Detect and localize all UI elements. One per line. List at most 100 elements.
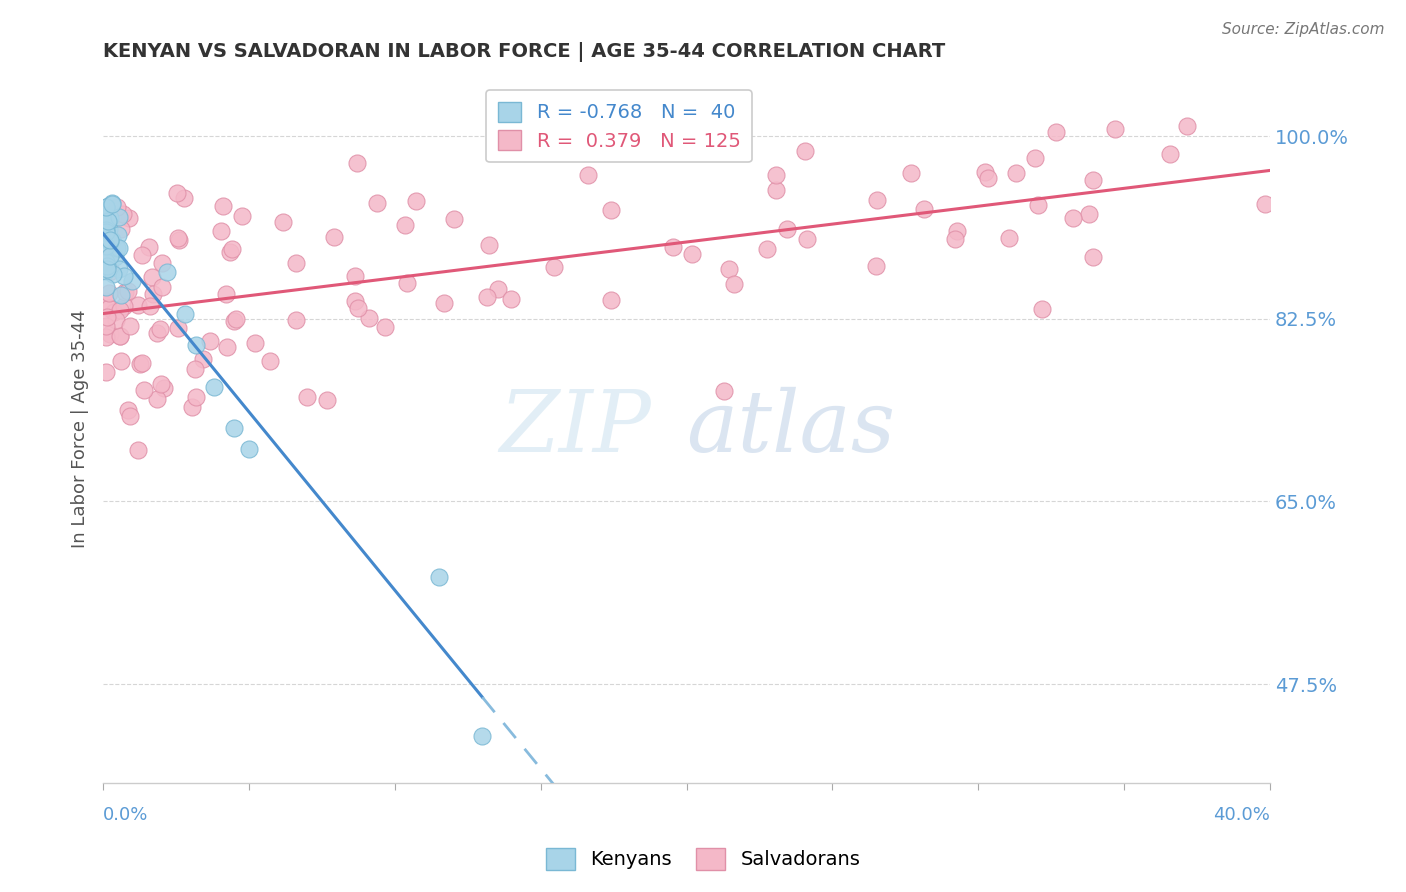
Point [221,242,243,256]
Text: ZIP: ZIP [499,387,651,470]
Point [433,296,456,310]
Point [238,442,260,457]
Point [94,319,117,334]
Point [98,234,121,248]
Legend: Kenyans, Salvadorans: Kenyans, Salvadorans [538,839,868,878]
Point [681,247,703,261]
Point [475,290,498,304]
Point [153,381,176,395]
Point [96,261,118,276]
Point [108,241,131,255]
Point [1045,124,1067,138]
Point [96,329,118,343]
Point [359,310,381,325]
Point [1077,207,1099,221]
Point [713,384,735,398]
Point [107,227,129,242]
Text: 0.0%: 0.0% [103,806,149,824]
Point [167,233,190,247]
Point [94,217,117,231]
Point [96,254,118,268]
Point [323,230,346,244]
Text: 40.0%: 40.0% [1213,806,1270,824]
Point [661,240,683,254]
Point [943,232,966,246]
Point [98,285,121,300]
Point [98,234,121,248]
Point [200,334,222,348]
Point [765,183,787,197]
Point [108,328,131,343]
Point [110,353,132,368]
Point [166,321,188,335]
Point [1104,121,1126,136]
Point [912,202,935,216]
Point [285,255,308,269]
Point [110,329,132,343]
Point [946,224,969,238]
Point [576,168,599,182]
Point [127,298,149,312]
Point [346,155,368,169]
Point [110,221,132,235]
Point [146,392,169,406]
Point [97,214,120,228]
Point [600,293,623,308]
Point [184,390,207,404]
Point [765,169,787,183]
Point [343,268,366,283]
Point [427,569,450,583]
Point [96,259,118,273]
Point [114,285,136,299]
Point [94,365,117,379]
Point [156,265,179,279]
Text: KENYAN VS SALVADORAN IN LABOR FORCE | AGE 35-44 CORRELATION CHART: KENYAN VS SALVADORAN IN LABOR FORCE | AG… [103,42,945,62]
Point [94,293,117,308]
Point [131,356,153,370]
Point [96,234,118,248]
Point [167,231,190,245]
Point [101,196,124,211]
Point [150,376,173,391]
Point [224,421,246,435]
Point [94,279,117,293]
Y-axis label: In Labor Force | Age 35-44: In Labor Force | Age 35-44 [72,309,89,548]
Point [1254,197,1277,211]
Point [202,379,225,393]
Point [723,277,745,291]
Point [977,170,1000,185]
Point [1062,211,1084,225]
Point [98,222,121,236]
Point [121,273,143,287]
Point [117,403,139,417]
Point [316,392,339,407]
Point [108,302,131,317]
Point [112,269,135,284]
Point [139,299,162,313]
Point [1175,119,1198,133]
Point [105,241,128,255]
Point [181,401,204,415]
Point [998,231,1021,245]
Point [184,361,207,376]
Point [973,164,995,178]
Point [900,165,922,179]
Point [297,390,319,404]
Legend: R = -0.768   N =  40, R =  0.379   N = 125: R = -0.768 N = 40, R = 0.379 N = 125 [486,90,752,162]
Point [796,231,818,245]
Point [118,409,141,424]
Point [443,212,465,227]
Point [101,197,124,211]
Point [94,200,117,214]
Point [209,224,232,238]
Point [1083,173,1105,187]
Point [108,210,131,224]
Point [98,301,121,315]
Point [543,260,565,274]
Point [94,225,117,239]
Point [127,442,149,457]
Point [100,249,122,263]
Point [600,203,623,218]
Point [134,384,156,398]
Point [224,314,246,328]
